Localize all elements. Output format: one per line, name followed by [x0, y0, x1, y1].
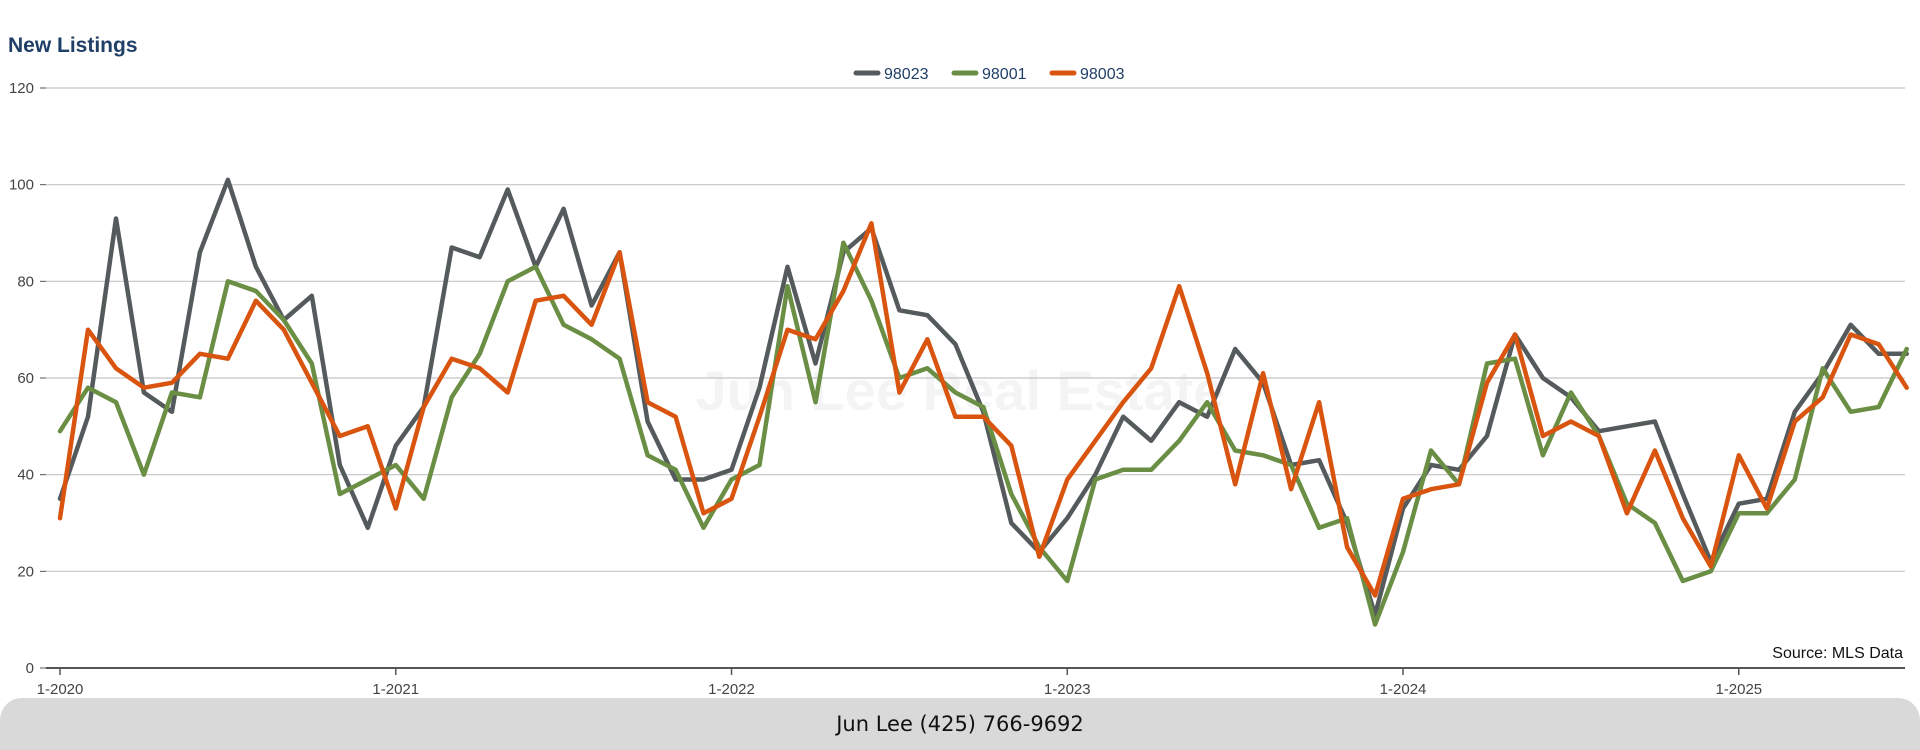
watermark: Jun Lee Real Estate [695, 359, 1224, 422]
x-tick-label: 1-2023 [1044, 681, 1091, 698]
footer-contact: Jun Lee (425) 766-9692 [836, 712, 1084, 736]
x-tick-label: 1-2024 [1380, 681, 1427, 698]
legend-label: 98003 [1080, 66, 1125, 83]
line-chart: Jun Lee Real Estate 0 20 40 60 80 100 120 1-202… [9, 66, 1909, 698]
legend-item-98003[interactable]: 98003 [1049, 66, 1125, 83]
chart-title: New Listings [8, 34, 138, 57]
series-lines [57, 177, 1909, 627]
y-tick-label: 100 [9, 177, 34, 194]
source-annotation: Source: MLS Data [1772, 645, 1903, 662]
legend-item-98001[interactable]: 98001 [951, 66, 1027, 83]
y-tick-label: 40 [17, 467, 34, 484]
legend-label: 98001 [982, 66, 1027, 83]
grid-lines [46, 87, 1905, 572]
x-tick-label: 1-2021 [372, 681, 419, 698]
y-tick-label: 0 [26, 660, 34, 677]
x-tick-label: 1-2025 [1715, 681, 1762, 698]
series-line-98003 [57, 221, 1909, 598]
axes: 0 20 40 60 80 100 120 1-2020 1-2021 1-2022 1-2023 1… [9, 80, 1905, 698]
y-tick-label: 120 [9, 80, 34, 97]
y-tick-label: 60 [17, 370, 34, 387]
legend-item-98023[interactable]: 98023 [853, 66, 929, 83]
footer-bar: Jun Lee (425) 766-9692 [0, 698, 1920, 750]
y-tick-label: 80 [17, 273, 34, 290]
x-tick-label: 1-2020 [37, 681, 84, 698]
legend[interactable]: 98023 98001 98003 [853, 66, 1125, 83]
x-tick-label: 1-2022 [708, 681, 755, 698]
legend-label: 98023 [884, 66, 929, 83]
y-tick-label: 20 [17, 563, 34, 580]
